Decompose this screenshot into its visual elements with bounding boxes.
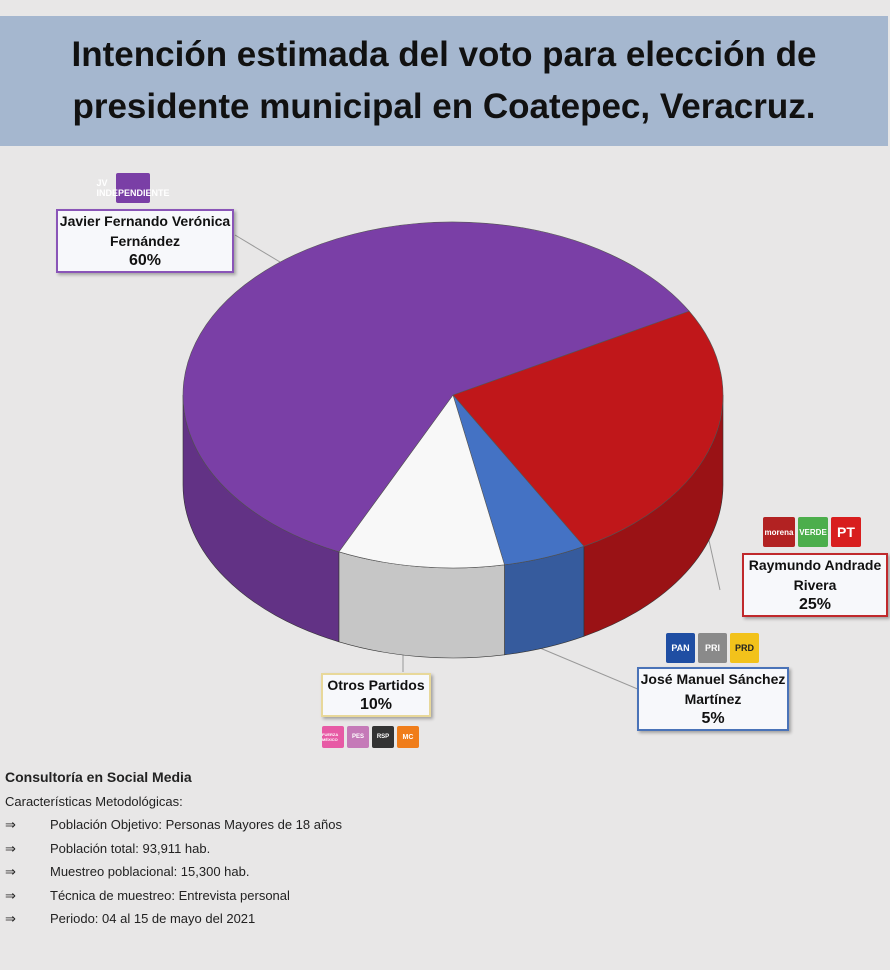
methodology-footer: Consultoría en Social Media Característi… [5, 766, 342, 931]
methodology-item: ⇒ Técnica de muestreo: Entrevista persona… [5, 884, 342, 908]
pie-slice [338, 394, 505, 569]
footer-heading: Consultoría en Social Media [5, 769, 192, 785]
arrow-icon: ⇒ [5, 911, 16, 926]
independent-logo: JV INDEPENDIENTE [97, 173, 170, 203]
leader-line [234, 234, 281, 263]
methodology-text: Población total: 93,911 hab. [50, 840, 211, 856]
methodology-item: ⇒ Periodo: 04 al 15 de mayo del 2021 [5, 907, 342, 931]
methodology-item: ⇒ Población total: 93,911 hab. [5, 837, 342, 861]
methodology-text: Técnica de muestreo: Entrevista personal [50, 887, 290, 903]
methodology-item: ⇒ Muestreo poblacional: 15,300 hab. [5, 860, 342, 884]
arrow-icon: ⇒ [5, 840, 16, 856]
otros-logos: FUERZA MÉXICO PES RSP MC [322, 726, 419, 748]
pie-side-10% [338, 551, 505, 659]
methodology-text: Muestreo poblacional: 15,300 hab. [50, 864, 250, 879]
methodology-text: Periodo: 04 al 15 de mayo del 2021 [50, 911, 256, 926]
arrow-icon: ⇒ [5, 864, 16, 879]
methodology-item: ⇒ Población Objetivo: Personas Mayores de… [5, 813, 342, 837]
arrow-icon: ⇒ [5, 887, 16, 903]
chart-title: Intención estimada del voto para elecció… [0, 16, 888, 146]
label-otros: Otros Partidos 10% [321, 673, 431, 717]
coalition-morena-logos: morena VERDE PT [763, 517, 861, 547]
pie-slice [452, 310, 724, 547]
leader-line [539, 647, 641, 691]
label-raymundo: Raymundo Andrade Rivera 25% [742, 553, 888, 617]
label-javier: Javier Fernando Verónica Fernández 60% [56, 209, 234, 273]
label-jose-manuel: José Manuel Sánchez Martínez 5% [637, 667, 789, 731]
arrow-icon: ⇒ [5, 817, 16, 832]
footer-subheading: Características Metodológicas: [5, 793, 183, 809]
methodology-text: Población Objetivo: Personas Mayores de … [50, 817, 342, 832]
coalition-pan-logos: PAN PRI PRD [666, 633, 759, 663]
pie-slice [182, 221, 690, 553]
